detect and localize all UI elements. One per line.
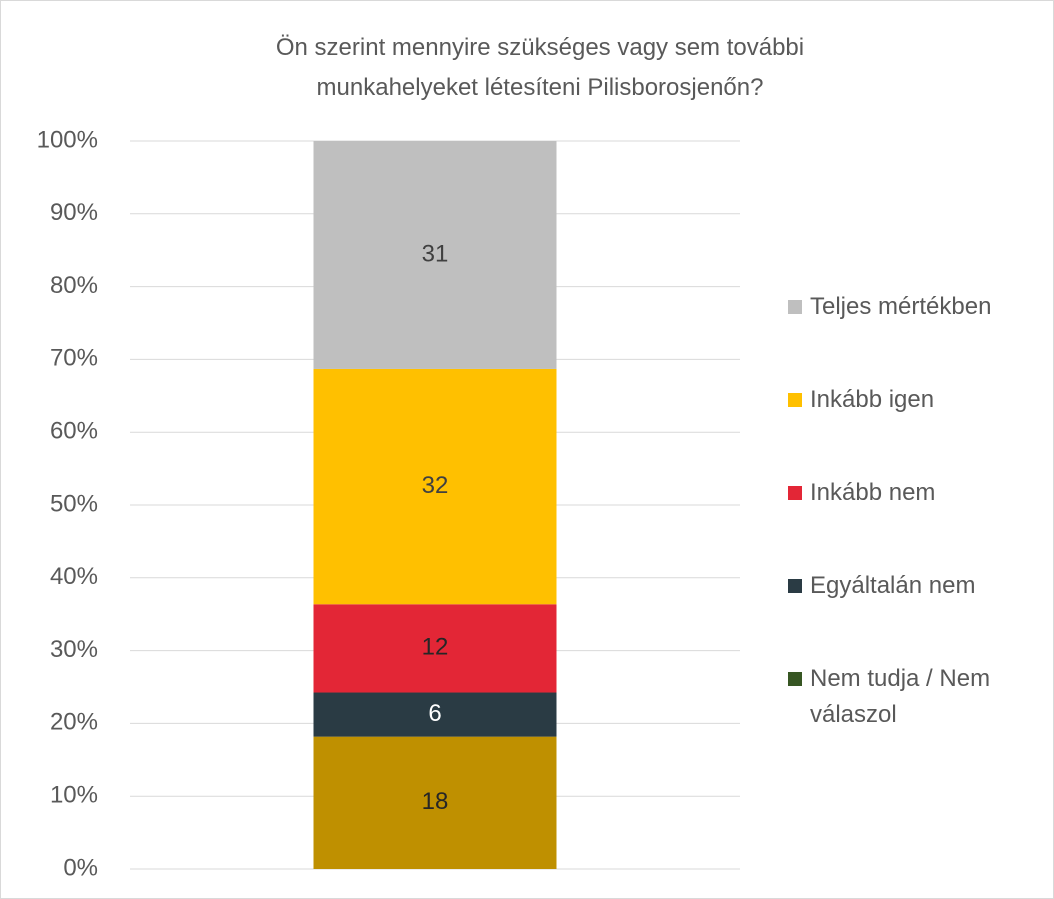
legend-label: Teljes mértékben	[810, 293, 992, 320]
y-tick-label: 70%	[50, 345, 98, 372]
legend-swatch	[788, 393, 802, 407]
legend-label: Nem tudja / Nem válaszol	[810, 665, 991, 728]
data-label: 31	[422, 240, 449, 267]
data-label: 12	[422, 634, 449, 661]
bar-segment	[313, 604, 557, 693]
data-label: 32	[422, 472, 449, 499]
legend-item: Egyáltalán nem	[788, 572, 1050, 604]
bar-segment	[313, 692, 557, 737]
y-tick-label: 20%	[50, 709, 98, 736]
y-tick-label: 0%	[63, 854, 98, 881]
legend-label: Inkább nem	[810, 479, 936, 506]
y-tick-label: 80%	[50, 272, 98, 299]
legend-swatch	[788, 579, 802, 593]
bar-segment	[313, 736, 557, 869]
legend-item: Inkább igen	[788, 386, 1050, 418]
legend-label: Inkább igen	[810, 386, 935, 413]
legend-item: Nem tudja / Nem válaszol	[788, 665, 1050, 733]
bar-segment	[313, 141, 557, 369]
legend-swatch	[788, 486, 802, 500]
y-tick-label: 100%	[37, 126, 98, 153]
legend-item: Teljes mértékben	[788, 293, 1050, 325]
bar-segment	[313, 368, 557, 605]
data-label: 6	[428, 700, 441, 727]
legend-label: Egyáltalán nem	[810, 572, 976, 599]
legend-swatch	[788, 300, 802, 314]
data-label: 18	[422, 788, 449, 815]
y-tick-label: 50%	[50, 490, 98, 517]
y-tick-label: 40%	[50, 563, 98, 590]
legend-item: Inkább nem	[788, 479, 1050, 511]
y-tick-label: 30%	[50, 636, 98, 663]
y-tick-label: 60%	[50, 418, 98, 445]
legend-swatch	[788, 672, 802, 686]
y-tick-label: 10%	[50, 782, 98, 809]
y-tick-label: 90%	[50, 199, 98, 226]
chart-title: Ön szerint mennyire szükséges vagy sem t…	[275, 34, 805, 101]
